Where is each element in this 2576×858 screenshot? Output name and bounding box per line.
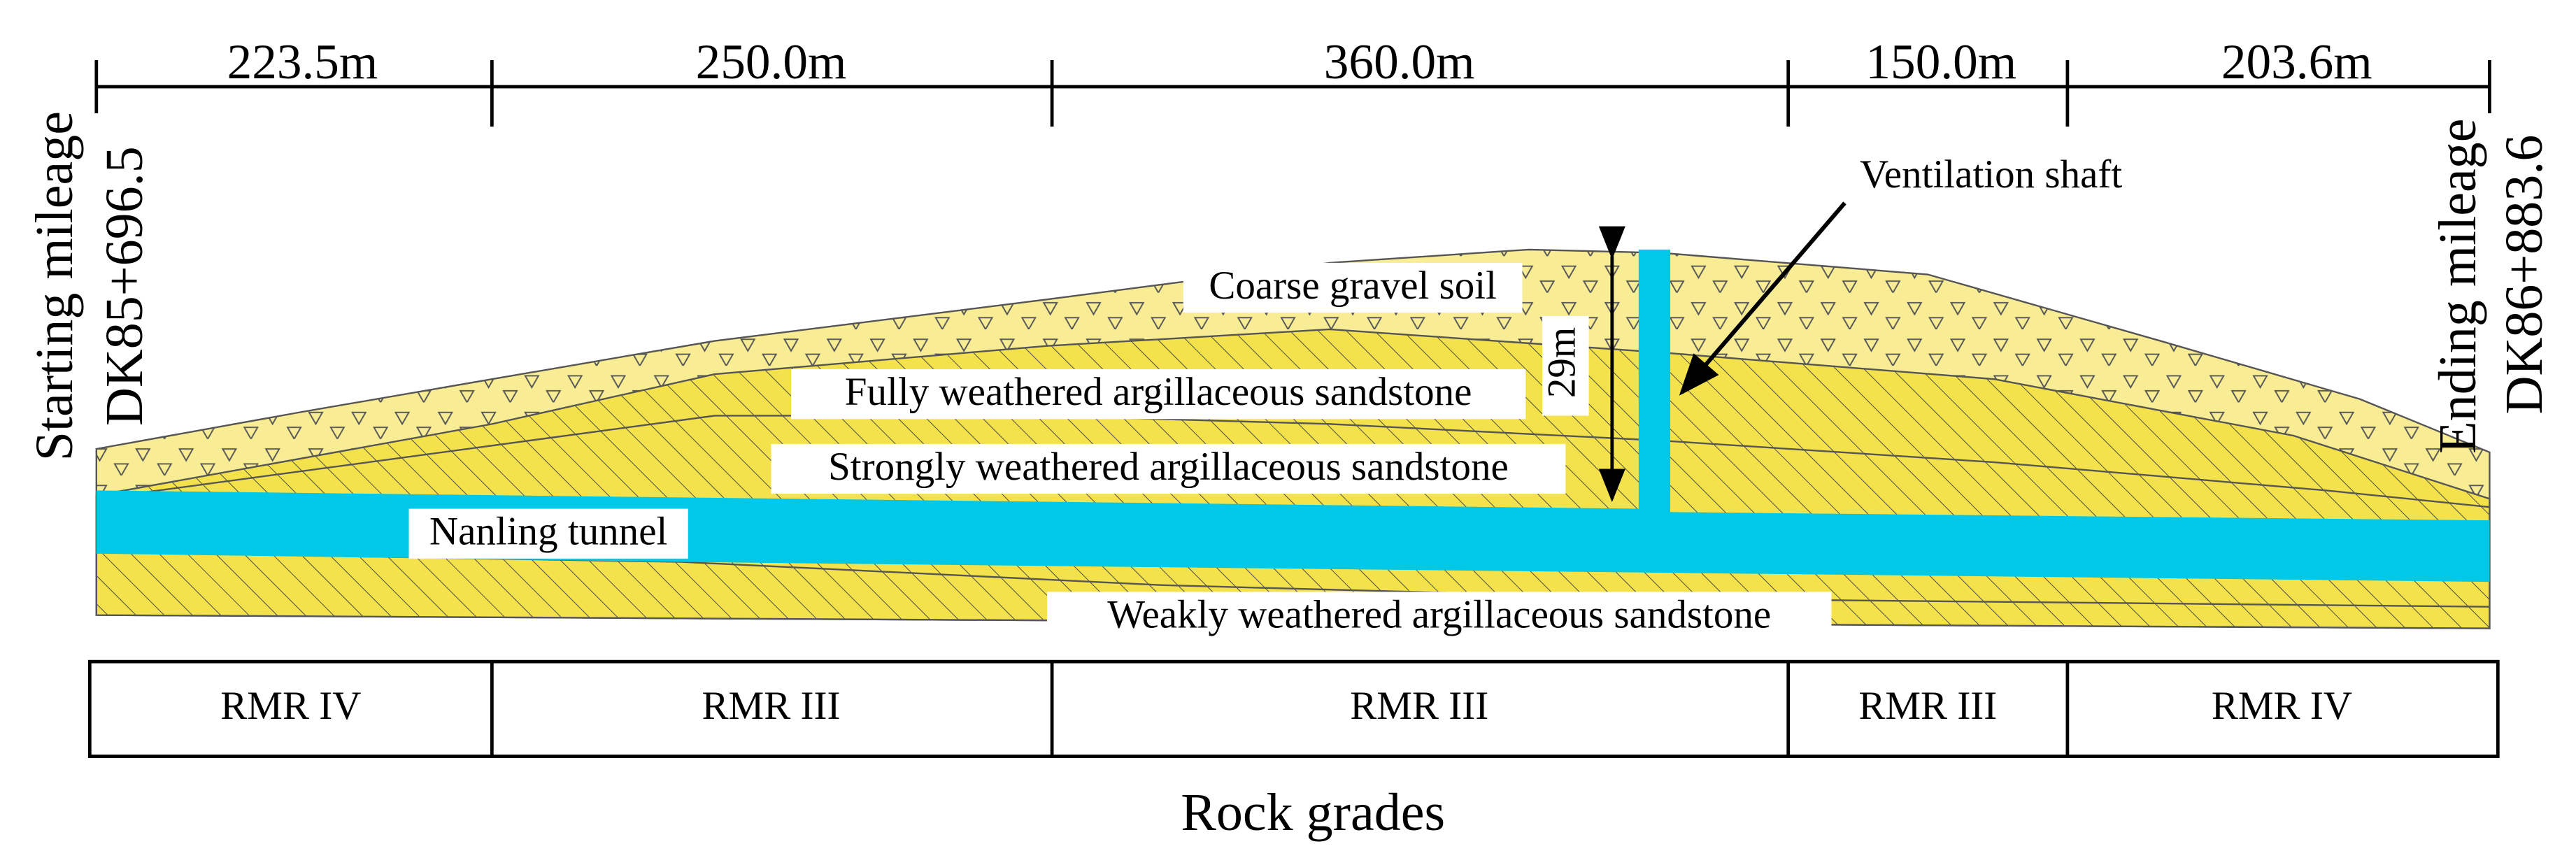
rock-grade: RMR III — [702, 684, 841, 728]
start-label: Starting mileage — [25, 111, 84, 461]
rock-grade: RMR IV — [220, 684, 361, 728]
layer-label: Coarse gravel soil — [1209, 264, 1497, 308]
segment-length: 203.6m — [2221, 34, 2372, 90]
dimension-ticks — [94, 59, 2491, 127]
end-label: Ending mileage — [2428, 119, 2487, 454]
layer-label: Weakly weathered argillaceous sandstone — [1107, 592, 1771, 636]
rock-grade: RMR IV — [2212, 684, 2352, 728]
layer-boundary — [96, 415, 2490, 508]
start-mileage: DK85+696.5 — [95, 146, 154, 426]
segment-length: 150.0m — [1865, 34, 2016, 90]
shaft-arrow — [1679, 201, 1846, 396]
caption: Rock grades — [1181, 783, 1445, 842]
tunnel — [96, 249, 2490, 582]
segment-length: 223.5m — [227, 34, 378, 90]
tunnel-label: Nanling tunnel — [429, 510, 667, 554]
rock-grade: RMR III — [1350, 684, 1488, 728]
layer-label: Strongly weathered argillaceous sandston… — [828, 445, 1509, 489]
shaft-label: Ventilation shaft — [1860, 152, 2122, 196]
layer-label: Fully weathered argillaceous sandstone — [845, 370, 1472, 414]
shaft-depth: 29m — [1539, 327, 1584, 398]
segment-length: 250.0m — [696, 34, 847, 90]
end-mileage: DK86+883.6 — [2495, 135, 2554, 415]
grade-table — [87, 659, 2500, 758]
grade-dividers — [490, 662, 2070, 757]
segment-length: 360.0m — [1324, 34, 1475, 90]
rock-grade: RMR III — [1858, 684, 1997, 728]
